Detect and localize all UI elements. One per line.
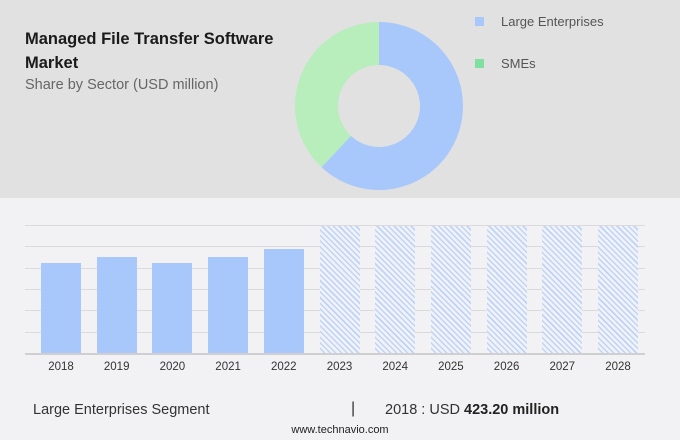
x-tick-label: 2019 [103,361,130,373]
forecast-bar-2026 [486,226,527,353]
x-tick-label: 2023 [326,361,353,373]
donut-slice-smes [295,22,379,168]
x-tick-label: 2024 [382,361,408,373]
footer-url: www.technavio.com [291,424,389,436]
x-tick-label: 2021 [215,361,241,373]
bar-2020 [152,262,193,353]
forecast-bar-2027 [542,226,583,353]
forecast-bar-2028 [598,226,638,353]
donut-slice-large-enterprises [321,22,463,190]
bar-2019 [96,256,137,353]
legend: Large Enterprises SMEs [475,12,604,96]
footer-segment-label: Large Enterprises Segment [33,402,210,418]
x-axis-line [25,353,645,355]
bar-2022 [263,248,304,353]
footer-value-amount: 423.20 million [464,402,560,418]
x-tick-label: 2018 [48,361,74,373]
page-subtitle: Share by Sector (USD million) [25,77,219,93]
x-tick-label: 2027 [549,361,576,373]
gridline [25,225,645,226]
x-tick-label: 2020 [159,361,186,373]
footer-value: 2018 : USD 423.20 million [385,402,559,418]
footer-separator: | [351,400,356,417]
x-tick-label: 2025 [438,361,464,373]
bar-chart: 2018 2019 2020 2021 2022 2023 2024 2025 2026 2027… [0,198,680,388]
legend-item-large-enterprises: Large Enterprises [475,12,604,30]
forecast-bar-2023 [319,226,360,353]
x-tick-label: 2026 [493,361,520,373]
x-tick-label: 2028 [605,361,631,373]
bar-2018 [41,262,81,353]
legend-item-smes: SMEs [475,54,604,72]
x-tick-label: 2022 [271,361,297,373]
page-title: Managed File Transfer Software Market [25,30,274,72]
legend-label: SMEs [501,55,536,71]
bar-2021 [208,256,249,353]
legend-swatch-icon [475,58,484,68]
legend-label: Large Enterprises [501,13,604,29]
header-panel: Managed File Transfer Software Market Sh… [0,0,680,198]
donut-chart [295,22,463,190]
forecast-bar-2025 [430,226,471,353]
footer-value-prefix: 2018 : USD [385,402,460,418]
forecast-bar-2024 [375,226,416,353]
legend-swatch-icon [475,16,484,26]
